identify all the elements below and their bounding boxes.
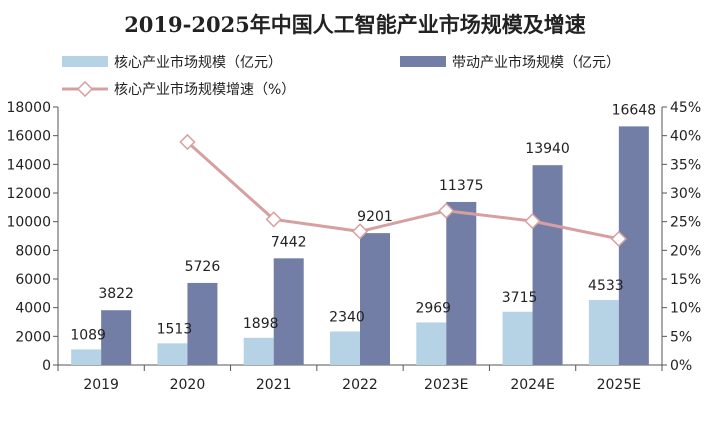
right-tick-label: 10% [670, 301, 701, 317]
bar-core [157, 343, 188, 365]
growth-line-path [186, 140, 620, 241]
growth-point [610, 230, 627, 247]
growth-point [265, 211, 282, 228]
legend-swatch-core [62, 56, 108, 67]
growth-point [179, 133, 196, 151]
bar-driven [360, 233, 390, 365]
left-tick-label: 2000 [15, 329, 51, 345]
left-tick-label: 16000 [6, 129, 51, 145]
legend-marker-growth [76, 80, 94, 98]
x-tick-label: 2021 [256, 377, 292, 393]
bar-core [588, 300, 619, 365]
right-tick-label: 35% [670, 157, 701, 173]
right-tick-label: 20% [670, 243, 701, 259]
right-tick-label: 45% [670, 100, 701, 116]
left-tick-label: 6000 [15, 272, 51, 288]
growth-point [351, 223, 369, 240]
axes: 0 2000 4000 6000 8000 10000 12000 14000 16000 180… [6, 100, 701, 393]
legend: 核心产业市场规模（亿元） 带动产业市场规模（亿元） 核心产业市场规模增速（%） [62, 54, 620, 98]
x-tick-label: 2025E [597, 377, 641, 393]
data-label-driven: 7442 [271, 234, 307, 250]
right-tick-label: 0% [670, 358, 692, 374]
bars [71, 126, 649, 366]
data-label-driven: 5726 [185, 259, 221, 275]
growth-point [524, 212, 541, 230]
data-label-driven: 3822 [98, 286, 134, 302]
data-label-core: 2340 [329, 309, 365, 325]
left-tick-label: 12000 [6, 186, 51, 202]
left-tick-label: 0 [42, 358, 51, 374]
x-tick-label: 2022 [342, 377, 378, 393]
x-tick-label: 2019 [83, 377, 119, 393]
bar-core [243, 337, 274, 365]
x-tick-label: 2024E [510, 377, 554, 393]
bar-driven [187, 282, 218, 365]
bar-core [71, 349, 102, 365]
bar-driven [446, 201, 477, 365]
data-label-core: 1513 [157, 321, 193, 337]
legend-label-driven: 带动产业市场规模（亿元） [452, 54, 620, 71]
data-label-driven: 11375 [439, 178, 484, 194]
bar-core [502, 311, 533, 365]
data-labels: 1089 3822 1513 5726 1898 7442 2340 9201 2969 1137… [70, 102, 656, 343]
growth-point [438, 202, 455, 219]
data-label-core: 1898 [243, 316, 279, 332]
left-tick-label: 18000 [6, 100, 51, 116]
data-label-core: 2969 [415, 300, 451, 316]
right-tick-label: 25% [670, 215, 701, 231]
legend-label-core: 核心产业市场规模（亿元） [114, 54, 282, 71]
data-label-driven: 13940 [525, 141, 570, 157]
data-label-driven: 16648 [612, 102, 657, 118]
growth-line [179, 133, 627, 247]
left-tick-label: 8000 [15, 243, 51, 259]
bar-driven [532, 165, 563, 365]
legend-label-growth: 核心产业市场规模增速（%） [114, 81, 295, 98]
right-tick-label: 30% [670, 186, 701, 202]
left-tick-label: 4000 [15, 301, 51, 317]
data-label-core: 4533 [588, 278, 624, 294]
legend-swatch-driven [400, 56, 446, 67]
data-label-core: 3715 [502, 290, 538, 306]
chart-title: 2019-2025年中国人工智能产业市场规模及增速 [124, 12, 586, 37]
bar-driven [273, 258, 304, 365]
bar-driven [101, 310, 132, 365]
bar-core [416, 322, 447, 365]
x-tick-label: 2020 [170, 377, 206, 393]
bar-driven [618, 126, 649, 366]
x-tick-label: 2023E [424, 377, 468, 393]
data-label-driven: 9201 [357, 209, 393, 225]
right-tick-label: 15% [670, 272, 701, 288]
right-tick-label: 40% [670, 129, 701, 145]
left-tick-label: 10000 [6, 215, 51, 231]
right-tick-label: 5% [670, 329, 692, 345]
data-label-core: 1089 [70, 327, 106, 343]
left-tick-label: 14000 [6, 157, 51, 173]
bar-core [330, 331, 360, 365]
